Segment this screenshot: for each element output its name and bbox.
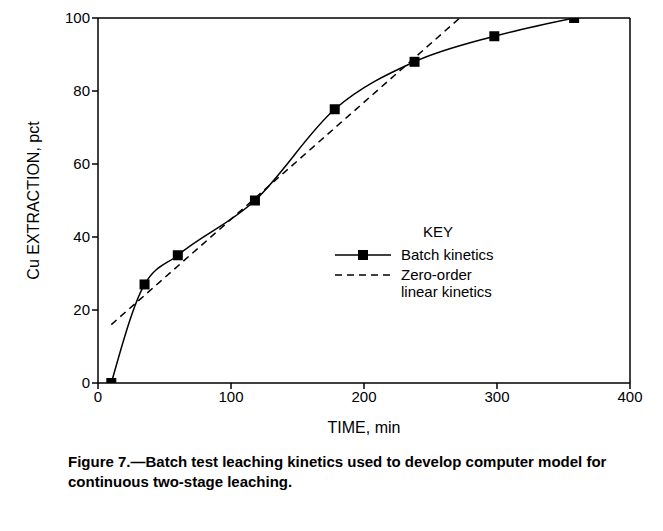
- svg-text:20: 20: [73, 301, 90, 318]
- svg-text:0: 0: [82, 374, 90, 391]
- html-text:Zero-order linear kinetics: Zero-order linear kinetics: [401, 266, 492, 300]
- svg-text:TIME, min: TIME, min: [328, 419, 401, 436]
- html-text:Figure 7.—Batch test leaching: Figure 7.—Batch test leaching kinetics u…: [68, 453, 607, 491]
- svg-text:400: 400: [617, 388, 642, 405]
- svg-text:80: 80: [73, 82, 90, 99]
- svg-text:300: 300: [484, 388, 509, 405]
- svg-text:Cu EXTRACTION, pct: Cu EXTRACTION, pct: [25, 121, 42, 280]
- svg-text:200: 200: [351, 388, 376, 405]
- html-text:Batch kinetics: Batch kinetics: [401, 246, 494, 263]
- svg-text:100: 100: [65, 9, 90, 26]
- svg-text:40: 40: [73, 228, 90, 245]
- svg-text:0: 0: [94, 388, 102, 405]
- html-text:KEY: KEY: [423, 223, 453, 240]
- svg-text:100: 100: [218, 388, 243, 405]
- svg-text:60: 60: [73, 155, 90, 172]
